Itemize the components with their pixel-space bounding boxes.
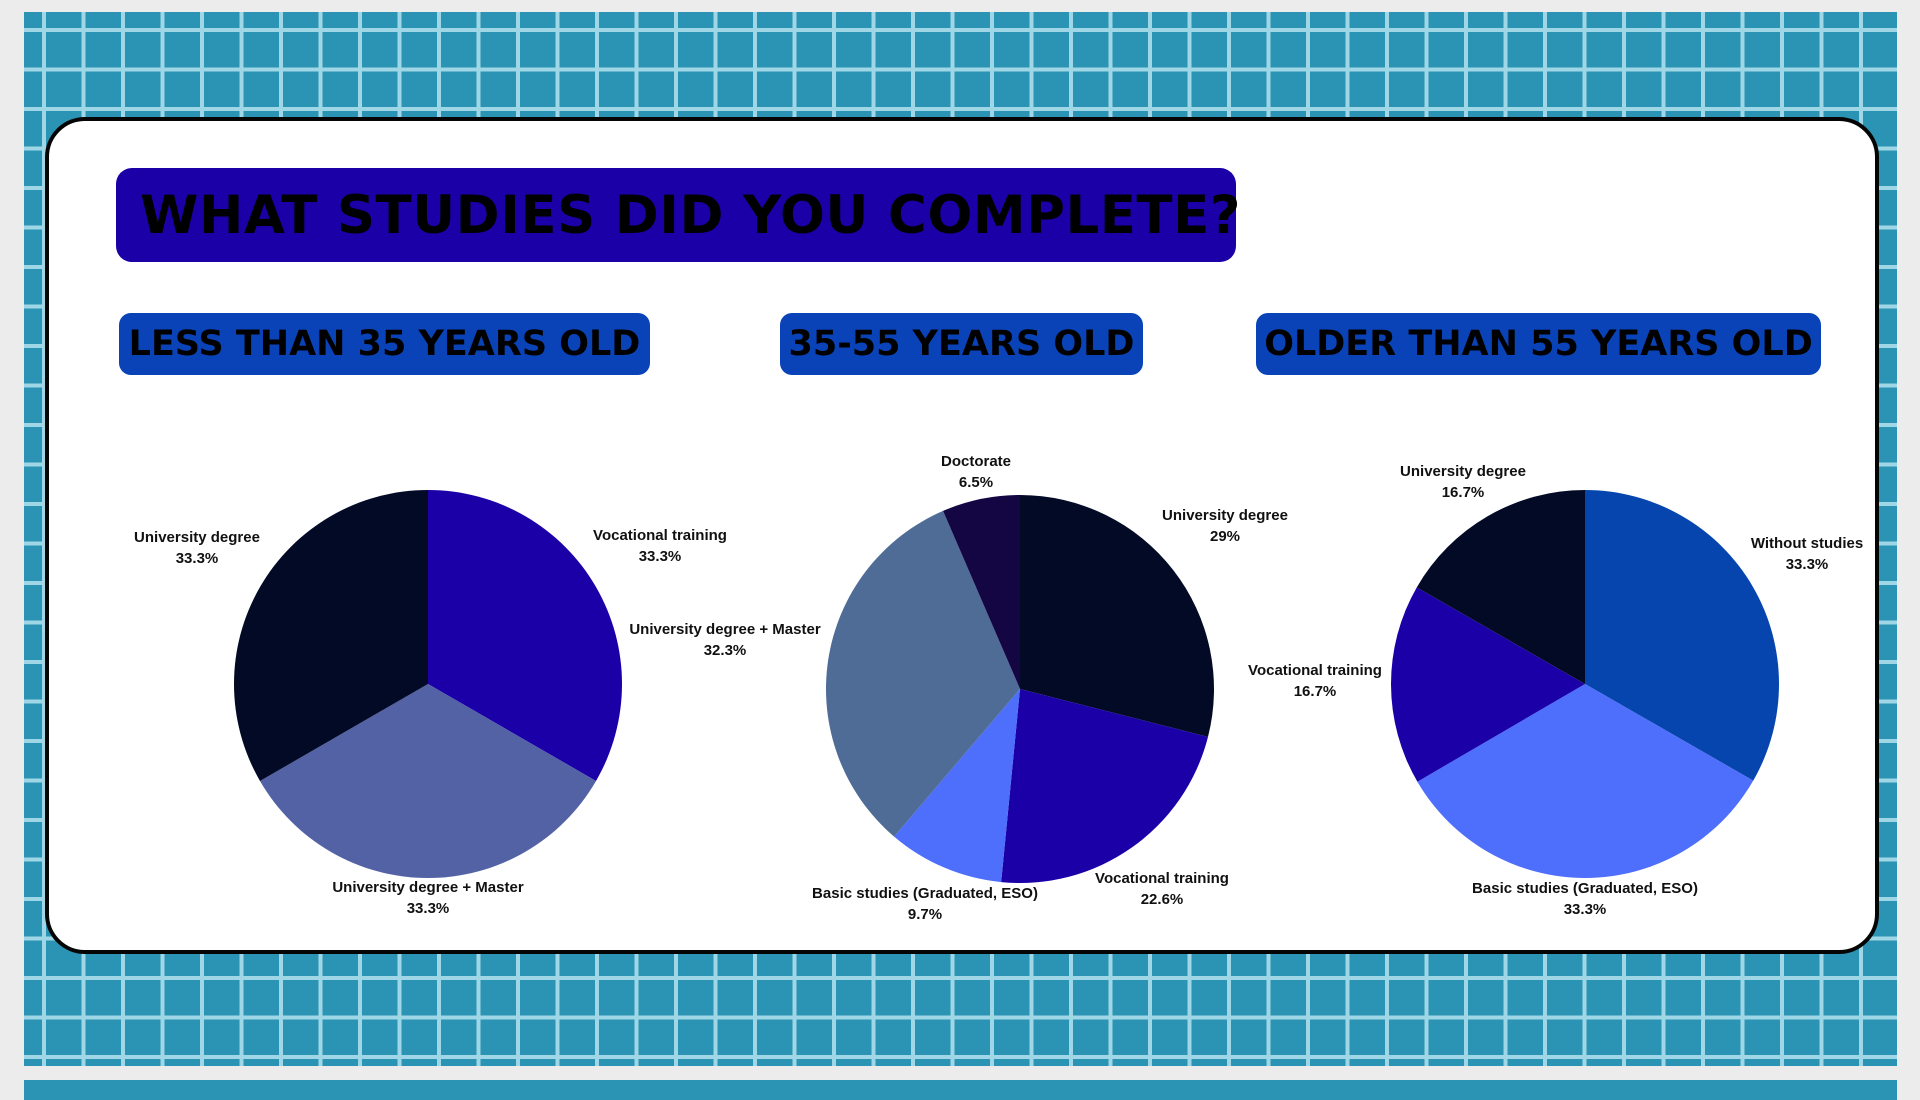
pie-1-slice-4-label-4: Doctorate: [941, 453, 1011, 470]
pie-2-slice-3: [1416, 490, 1585, 684]
pie-0-callout-label-0: University degree + Master: [629, 621, 821, 638]
pie-1-slice-1-label-1: Vocational training: [1095, 870, 1229, 887]
pie-0-slice-1: [259, 684, 597, 878]
pie-title-under-35: LESS THAN 35 YEARS OLD: [119, 313, 650, 375]
pie-title-35-55: 35-55 YEARS OLD: [780, 313, 1143, 375]
pie-2-slice-2: [1391, 587, 1585, 782]
pie-1-slice-3: [826, 510, 1020, 837]
pie-0-slice-2: [233, 490, 428, 781]
pie-title-over-55: OLDER THAN 55 YEARS OLD: [1256, 313, 1821, 375]
pie-1-slice-4: [943, 495, 1020, 689]
pie-0-slice-0-label-0: Vocational training: [593, 527, 727, 544]
pie-chart-2: Without studies 33.3% Basic studies (Gradu…: [1248, 463, 1863, 918]
pie-2-slice-0-label-0: Without studies: [1751, 535, 1863, 552]
pie-2-slice-3-label-3: University degree: [1400, 463, 1526, 480]
pie-0-slice-0-value-0: 33.3%: [639, 548, 682, 565]
pie-1-slice-4-value-4: 6.5%: [959, 474, 993, 491]
pie-1-slice-1: [1001, 689, 1208, 883]
pie-chart-0: Vocational training 33.3% University degre…: [134, 490, 821, 917]
pie-2-slice-1-value-1: 33.3%: [1564, 901, 1607, 918]
pie-1-slice-2-value-2: 9.7%: [908, 906, 942, 923]
pie-2-slice-2-value-2: 16.7%: [1294, 683, 1337, 700]
page-title: WHAT STUDIES DID YOU COMPLETE?: [116, 168, 1241, 262]
pie-0-slice-1-value-1: 33.3%: [407, 900, 450, 917]
pie-1-slice-2: [894, 689, 1020, 883]
pie-2-slice-3-value-3: 16.7%: [1442, 484, 1485, 501]
pie-1-slice-0-value-0: 29%: [1210, 528, 1240, 545]
pie-chart-1: University degree 29% Vocational training 2…: [812, 453, 1288, 923]
pie-2-slice-2-label-2: Vocational training: [1248, 662, 1382, 679]
pie-0-slice-2-value-2: 33.3%: [176, 550, 219, 567]
pie-2-slice-1: [1417, 684, 1754, 878]
pie-1-slice-2-label-2: Basic studies (Graduated, ESO): [812, 885, 1038, 902]
pie-2-slice-0-value-0: 33.3%: [1786, 556, 1829, 573]
pie-1-slice-0: [1020, 495, 1214, 737]
pie-2-slice-1-label-1: Basic studies (Graduated, ESO): [1472, 880, 1698, 897]
pie-1-slice-1-value-1: 22.6%: [1141, 891, 1184, 908]
pie-1-slice-0-label-0: University degree: [1162, 507, 1288, 524]
pie-0-slice-0: [428, 490, 622, 781]
pie-0-slice-2-label-2: University degree: [134, 529, 260, 546]
pie-0-callout-value-0: 32.3%: [704, 642, 747, 659]
pie-2-slice-0: [1585, 490, 1779, 781]
pie-0-slice-1-label-1: University degree + Master: [332, 879, 524, 896]
